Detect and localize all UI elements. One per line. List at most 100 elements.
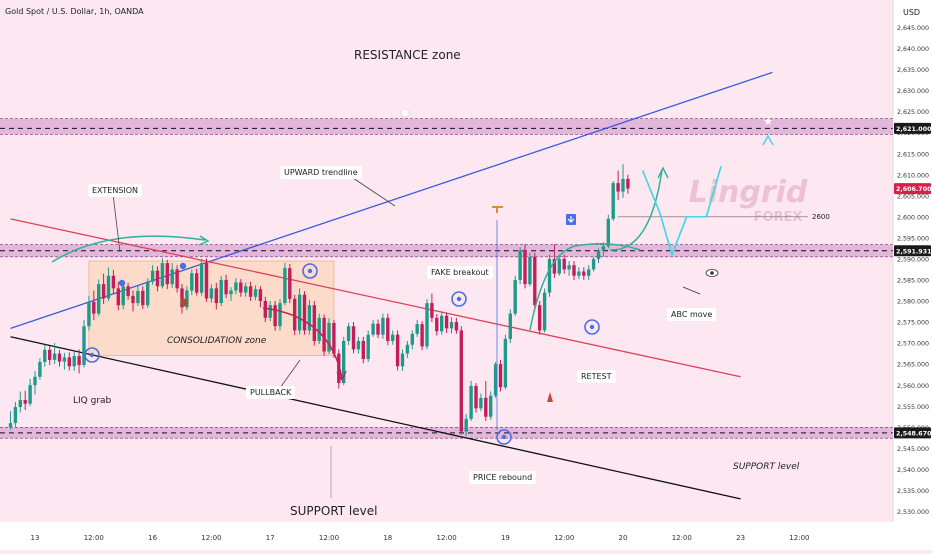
fake-breakout-label: FAKE breakout [427, 266, 493, 279]
upward-trendline-label: UPWARD trendline [280, 166, 362, 179]
candle-body [587, 269, 591, 276]
candle-body [459, 330, 463, 432]
candle-body [435, 317, 439, 332]
candle-body [567, 265, 571, 270]
x-axis-tick-label: 23 [736, 534, 745, 542]
candle-body [552, 258, 557, 274]
candle-body [263, 300, 267, 318]
abc-pointer-line [682, 286, 701, 295]
candle-body [302, 294, 307, 331]
candle-body [616, 183, 620, 192]
candle-body [464, 418, 468, 432]
candle-body [214, 288, 218, 304]
candle-body [293, 298, 297, 331]
pullback-arrow-head [336, 370, 347, 382]
candle-body [219, 279, 223, 304]
candle-body [312, 305, 316, 341]
candle-body [23, 399, 27, 404]
candle-body [346, 326, 351, 341]
candle-body [170, 269, 174, 285]
y-axis-tick-label: 2,570.000 [897, 341, 929, 348]
abc-move-label: ABC move [667, 308, 717, 321]
price-label-text: 2,548.670 [896, 430, 932, 437]
chart-title: Gold Spot / U.S. Dollar, 1h, OANDA [5, 7, 144, 16]
candle-body [72, 356, 76, 367]
candle-body [381, 317, 385, 335]
candle-body [454, 322, 459, 331]
candle-body [224, 279, 228, 295]
candle-body [327, 322, 331, 352]
liq-grab-marker[interactable] [84, 347, 100, 363]
candle-body [253, 289, 258, 297]
pullback-pointer-line [279, 359, 301, 389]
candle-body [606, 218, 610, 247]
y-axis-tick-label: 2,545.000 [897, 446, 929, 453]
candle-body [239, 282, 243, 293]
x-axis-tick-label: 12:00 [437, 534, 457, 542]
y-axis-tick-label: 2,565.000 [897, 362, 929, 369]
candle-body [337, 353, 341, 384]
candle-body [101, 284, 106, 299]
rebound-arrow [529, 243, 641, 331]
candle-body [582, 271, 586, 276]
candle-body [87, 301, 91, 327]
candle-body [297, 294, 302, 331]
level-2600-label: 2600 [812, 213, 830, 221]
candle-body [533, 256, 537, 306]
candle-body [150, 270, 155, 282]
x-axis-tick-label: 12:00 [554, 534, 574, 542]
x-axis-tick-label: 16 [148, 534, 157, 542]
y-axis-tick-label: 2,635.000 [897, 67, 929, 74]
price-rebound-marker[interactable] [496, 429, 512, 445]
candle-body [440, 315, 444, 332]
candle-body [430, 303, 434, 318]
pullback-label: PULLBACK [246, 386, 296, 399]
candle-body [322, 317, 326, 352]
liq-grab-label: LIQ grab [73, 396, 112, 406]
y-axis-tick-label: 2,580.000 [897, 299, 929, 306]
candle-body [195, 273, 199, 293]
candle-body [513, 279, 517, 314]
price-label-tag [894, 427, 931, 439]
candle-body [82, 326, 86, 365]
candle-body [444, 315, 449, 329]
candle-body [405, 344, 410, 354]
candle-body [67, 357, 71, 367]
candle-body [77, 356, 81, 365]
candle-body [425, 303, 429, 347]
candle-body [165, 263, 169, 285]
candle-body [106, 275, 111, 299]
candle-body [469, 386, 473, 419]
candle-body [248, 286, 253, 297]
x-axis-tick-label: 12:00 [319, 534, 339, 542]
candle-body [190, 273, 194, 291]
pullback-start-marker[interactable] [302, 263, 318, 279]
y-axis-tick-label: 2,605.000 [897, 193, 929, 200]
y-axis-tick-label: 2,560.000 [897, 383, 929, 390]
candle-body [258, 289, 263, 301]
y-axis-tick-label: 2,555.000 [897, 404, 929, 411]
support-zone [0, 427, 893, 439]
candle-body [410, 333, 414, 345]
candle-body [493, 364, 498, 396]
candle-body [180, 288, 184, 308]
watermark-subtext: FOREX [754, 210, 803, 225]
candle-body [562, 258, 566, 270]
touch-point-marker [118, 279, 126, 287]
candle-body [538, 305, 542, 331]
retest-marker[interactable] [584, 319, 600, 335]
y-axis-tick-label: 2,535.000 [897, 488, 929, 495]
y-axis-tick-label: 2,590.000 [897, 256, 929, 263]
y-axis-tick-label: 2,610.000 [897, 172, 929, 179]
candle-body [342, 340, 346, 384]
candle-body [52, 353, 57, 360]
consolidation-zone-label: CONSOLIDATION zone [167, 336, 267, 346]
fake-breakout-marker[interactable] [451, 291, 467, 307]
projection-arrow-head [762, 134, 774, 146]
candle-body [278, 303, 282, 327]
support-level-bottom-label: SUPPORT level [290, 504, 378, 518]
y-axis-tick-label: 2,585.000 [897, 278, 929, 285]
candle-body [351, 326, 356, 350]
